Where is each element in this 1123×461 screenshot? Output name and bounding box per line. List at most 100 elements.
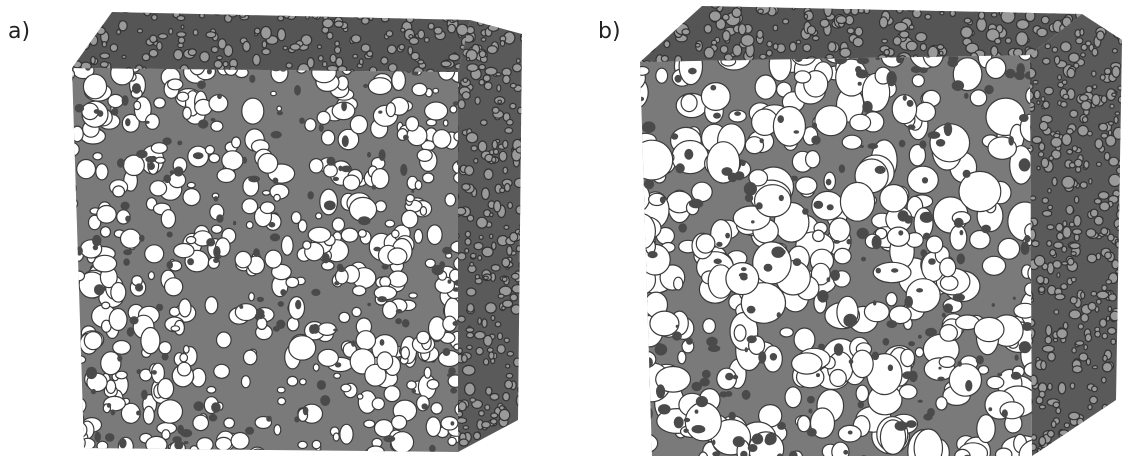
pore — [994, 447, 1013, 456]
pore — [1083, 344, 1089, 351]
pore — [1089, 208, 1099, 218]
pore — [507, 201, 514, 210]
pore — [161, 352, 169, 361]
pore — [666, 23, 675, 31]
pore — [161, 429, 171, 441]
pore — [925, 235, 944, 254]
pore — [458, 410, 464, 418]
pore — [182, 106, 192, 120]
pore — [199, 12, 206, 19]
pore — [314, 0, 320, 2]
pore — [1089, 425, 1098, 434]
pore — [643, 179, 655, 190]
pore — [141, 389, 148, 400]
pore — [66, 38, 70, 42]
pore — [1056, 231, 1064, 241]
pore — [451, 0, 455, 6]
pore — [640, 213, 657, 250]
pore — [205, 31, 217, 39]
pore — [809, 407, 836, 439]
pore — [833, 247, 852, 265]
pore — [499, 40, 506, 47]
pore — [109, 43, 119, 53]
pore — [450, 387, 458, 394]
pore — [525, 214, 533, 219]
pore — [1061, 79, 1068, 86]
pore — [326, 31, 334, 40]
pore — [448, 53, 461, 62]
pore — [88, 12, 96, 14]
pore — [407, 46, 414, 56]
pore — [213, 59, 223, 69]
pore — [994, 37, 1002, 45]
pore — [640, 340, 646, 362]
pore — [497, 20, 507, 22]
pore — [423, 36, 430, 43]
pore — [1103, 151, 1111, 161]
pore — [442, 246, 453, 255]
pore — [997, 6, 1007, 14]
pore — [384, 219, 396, 228]
pore — [101, 301, 111, 310]
pore — [1076, 445, 1086, 456]
pore — [640, 352, 649, 374]
pore — [458, 251, 467, 261]
pore — [765, 49, 773, 57]
pore — [640, 343, 644, 353]
pore — [510, 304, 522, 315]
pore — [62, 49, 67, 56]
pore — [816, 373, 820, 378]
pore — [695, 396, 709, 408]
pore — [320, 129, 336, 146]
pore — [239, 2, 245, 6]
pore — [144, 120, 150, 124]
pore — [176, 15, 186, 22]
pore — [740, 159, 746, 167]
pore — [72, 420, 84, 441]
pore — [322, 253, 330, 264]
pore — [1111, 92, 1117, 98]
pore — [734, 111, 741, 116]
pore — [857, 81, 862, 86]
pore — [1078, 352, 1089, 362]
pore — [948, 363, 983, 397]
pore — [838, 164, 846, 173]
pore — [89, 34, 99, 47]
pore — [1095, 161, 1102, 167]
pore — [121, 54, 127, 60]
pore — [338, 311, 351, 324]
pore — [919, 67, 928, 74]
pore — [1095, 425, 1106, 433]
pore — [790, 352, 823, 375]
pore — [1096, 433, 1105, 442]
pore — [779, 327, 794, 338]
pore — [502, 139, 509, 149]
pore — [1061, 7, 1069, 13]
pore — [702, 318, 716, 335]
pore — [781, 18, 790, 25]
pore — [898, 230, 904, 236]
pore — [311, 439, 322, 450]
pore — [1101, 332, 1109, 340]
pore — [852, 36, 864, 48]
pore — [234, 303, 258, 322]
pore — [1033, 454, 1041, 456]
pore — [484, 404, 491, 411]
pore — [511, 63, 522, 73]
pore — [697, 451, 709, 456]
pore — [811, 122, 818, 129]
pore — [458, 144, 459, 156]
pore — [1096, 290, 1110, 300]
pore — [223, 417, 236, 429]
pore — [1046, 224, 1055, 231]
pore — [784, 386, 802, 409]
pore — [744, 193, 754, 203]
pore — [841, 134, 863, 150]
pore — [282, 45, 289, 51]
pore — [1000, 8, 1016, 24]
pore — [299, 117, 305, 124]
pore — [72, 180, 77, 197]
pore — [1062, 225, 1072, 239]
pore — [276, 319, 286, 329]
pore — [341, 135, 349, 147]
